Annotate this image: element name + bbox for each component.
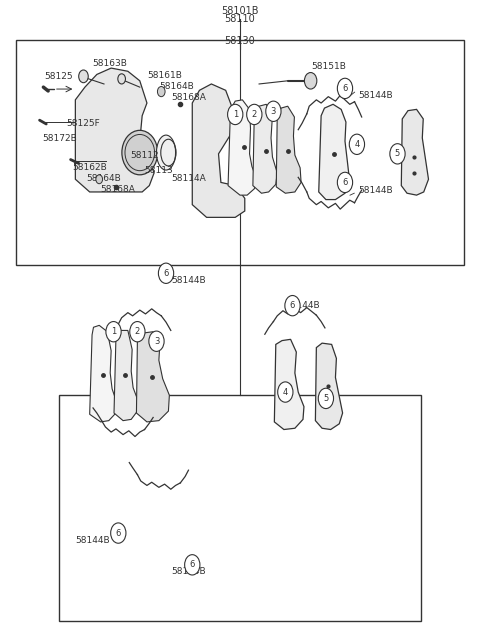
Text: 58164B: 58164B [159, 82, 193, 91]
Circle shape [106, 322, 121, 342]
Circle shape [390, 144, 405, 164]
Text: 6: 6 [342, 178, 348, 187]
Circle shape [247, 104, 262, 124]
Text: 1: 1 [233, 110, 238, 119]
Text: 58113: 58113 [144, 166, 173, 175]
Polygon shape [319, 104, 350, 200]
Circle shape [304, 73, 317, 89]
Text: 58110: 58110 [225, 13, 255, 24]
Circle shape [318, 389, 334, 408]
Circle shape [278, 382, 293, 402]
Polygon shape [315, 343, 343, 429]
Polygon shape [90, 325, 117, 422]
Text: 58144B: 58144B [171, 567, 205, 576]
Polygon shape [253, 104, 277, 193]
Text: 58168A: 58168A [101, 185, 135, 194]
Circle shape [337, 78, 353, 99]
Text: 6: 6 [190, 560, 195, 569]
Circle shape [266, 101, 281, 121]
Text: 6: 6 [290, 301, 295, 310]
Text: 58144B: 58144B [171, 276, 205, 285]
Circle shape [337, 172, 353, 193]
Circle shape [228, 104, 243, 124]
Text: 58144B: 58144B [359, 91, 393, 100]
Circle shape [130, 322, 145, 342]
Polygon shape [114, 330, 138, 420]
Text: 3: 3 [154, 337, 159, 346]
Ellipse shape [122, 130, 157, 175]
Text: 6: 6 [342, 84, 348, 93]
Circle shape [349, 134, 364, 154]
Circle shape [158, 263, 174, 283]
Polygon shape [192, 84, 245, 218]
Text: 58114A: 58114A [171, 174, 205, 182]
Text: 58144B: 58144B [75, 535, 110, 545]
Polygon shape [136, 332, 169, 422]
Text: 58164B: 58164B [86, 174, 121, 182]
Circle shape [149, 331, 164, 352]
Text: 3: 3 [271, 107, 276, 115]
Polygon shape [275, 339, 304, 429]
Polygon shape [228, 100, 257, 195]
Text: 58162B: 58162B [72, 163, 107, 172]
Polygon shape [401, 109, 429, 195]
Text: 6: 6 [163, 269, 168, 278]
Circle shape [285, 295, 300, 316]
Polygon shape [276, 106, 301, 193]
Circle shape [79, 70, 88, 83]
Text: 58163B: 58163B [92, 59, 127, 68]
Text: 6: 6 [116, 528, 121, 538]
Text: 4: 4 [283, 387, 288, 397]
Text: 2: 2 [135, 327, 140, 336]
Text: 5: 5 [323, 394, 328, 403]
Text: 58144B: 58144B [285, 300, 320, 309]
Text: 58125: 58125 [44, 72, 73, 81]
Circle shape [118, 74, 125, 84]
Text: 58172B: 58172B [42, 134, 77, 143]
Text: 58112: 58112 [130, 151, 159, 160]
Text: 5: 5 [395, 149, 400, 158]
Circle shape [111, 523, 126, 543]
Polygon shape [75, 68, 154, 192]
Text: 2: 2 [252, 110, 257, 119]
Text: 1: 1 [111, 327, 116, 336]
Text: 58130: 58130 [225, 36, 255, 47]
Bar [59, 395, 421, 621]
Text: 58151B: 58151B [312, 63, 347, 71]
Text: 58101B: 58101B [221, 6, 259, 16]
Circle shape [96, 175, 103, 184]
Text: 4: 4 [354, 140, 360, 149]
Text: 58161B: 58161B [147, 71, 182, 80]
Text: 58168A: 58168A [171, 93, 205, 102]
Text: 58125F: 58125F [66, 119, 99, 128]
Text: 58144B: 58144B [359, 186, 393, 195]
Circle shape [157, 87, 165, 97]
Circle shape [185, 554, 200, 575]
Ellipse shape [156, 135, 176, 170]
Bar [16, 40, 464, 265]
